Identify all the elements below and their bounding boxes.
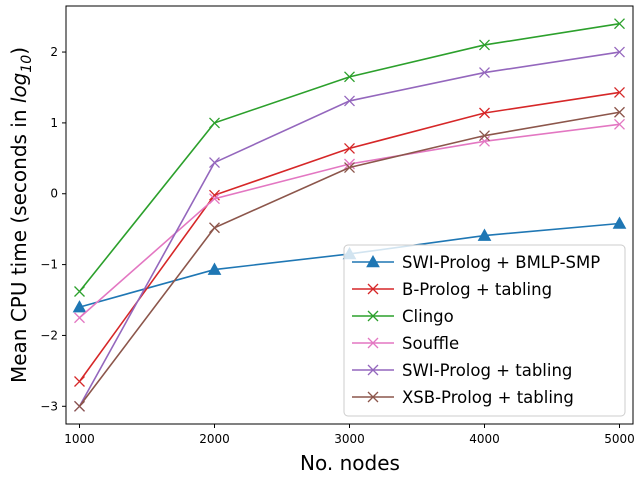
data-point — [612, 216, 627, 229]
data-point — [344, 71, 355, 83]
legend-label: SWI-Prolog + BMLP-SMP — [402, 253, 600, 272]
legend: SWI-Prolog + BMLP-SMP B-Prolog + tabling C… — [343, 244, 626, 417]
legend-label: SWI-Prolog + tabling — [402, 361, 572, 380]
legend-item: B-Prolog + tabling — [352, 280, 552, 299]
data-point — [477, 228, 492, 241]
legend-marker — [366, 254, 380, 268]
data-point — [614, 106, 625, 118]
legend-marker — [367, 364, 379, 376]
y-tick-label: 1 — [50, 116, 58, 130]
legend-item: Souffle — [352, 334, 459, 353]
data-point — [614, 18, 625, 30]
legend-label: XSB-Prolog + tabling — [402, 388, 574, 407]
series-6 — [74, 106, 625, 412]
series-layer — [72, 18, 627, 412]
data-point — [614, 86, 625, 98]
y-tick-label: 0 — [50, 187, 58, 201]
legend-marker — [367, 283, 379, 295]
y-axis-label-prefix: Mean CPU time (seconds in — [7, 103, 31, 383]
data-point — [614, 46, 625, 58]
legend-label: Clingo — [402, 307, 454, 326]
data-point — [209, 117, 220, 129]
data-point — [209, 222, 220, 234]
data-point — [479, 39, 490, 51]
legend-label: Souffle — [402, 334, 459, 353]
legend-marker — [367, 310, 379, 322]
legend-item: SWI-Prolog + tabling — [352, 361, 572, 380]
data-point — [209, 157, 220, 169]
legend-label: B-Prolog + tabling — [402, 280, 552, 299]
data-point — [479, 135, 490, 147]
data-point — [74, 312, 85, 324]
series-2 — [74, 86, 625, 387]
data-point — [614, 118, 625, 130]
x-tick-label: 1000 — [64, 432, 95, 446]
y-axis-label-log: log — [7, 73, 31, 104]
data-point — [479, 107, 490, 119]
x-axis-label: No. nodes — [300, 451, 400, 475]
data-point — [344, 162, 355, 173]
legend-item: XSB-Prolog + tabling — [352, 388, 574, 407]
series-3 — [74, 18, 625, 297]
legend-marker — [367, 337, 379, 349]
data-point — [344, 142, 355, 154]
x-tick-label: 5000 — [604, 432, 635, 446]
y-axis-label: Mean CPU time (seconds in log10) — [7, 47, 35, 383]
y-axis-label-suffix: ) — [7, 47, 31, 55]
data-point — [72, 300, 87, 313]
x-tick-label: 2000 — [199, 432, 230, 446]
y-tick-label: −3 — [40, 399, 58, 413]
data-point — [74, 400, 85, 412]
data-point — [207, 262, 222, 275]
data-point — [74, 376, 85, 387]
y-tick-label: −2 — [40, 328, 58, 342]
legend-item: SWI-Prolog + BMLP-SMP — [352, 253, 600, 272]
series-4 — [74, 118, 625, 324]
data-point — [209, 193, 220, 205]
axes-layer: 1000 2000 3000 4000 5000 −3 −2 −1 0 1 2 — [40, 5, 635, 446]
data-point — [479, 130, 490, 142]
y-axis-label-subscript: 10 — [19, 55, 35, 73]
legend-box — [343, 244, 626, 417]
data-point — [479, 67, 490, 79]
legend-item: Clingo — [352, 307, 454, 326]
data-point — [344, 95, 355, 107]
x-tick-label: 3000 — [334, 432, 365, 446]
y-tick-label: −1 — [40, 258, 58, 272]
x-tick-label: 4000 — [469, 432, 500, 446]
y-tick-label: 2 — [50, 45, 58, 59]
data-point — [74, 286, 85, 297]
legend-marker — [367, 391, 379, 403]
